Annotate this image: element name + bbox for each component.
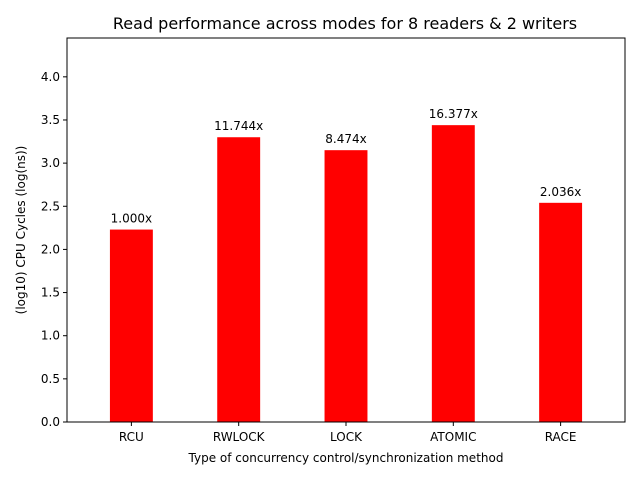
y-axis-label: (log10) CPU Cycles (log(ns)) xyxy=(14,146,28,315)
x-axis-label: Type of concurrency control/synchronizat… xyxy=(188,451,504,465)
bar-value-label: 16.377x xyxy=(429,107,478,121)
y-axis: 0.0 0.5 1.0 1.5 2.0 2.5 3.0 3.5 4.0 xyxy=(41,70,67,429)
x-tick-label: RCU xyxy=(119,430,144,444)
bar-value-label: 11.744x xyxy=(214,119,263,133)
y-tick-label: 1.5 xyxy=(41,286,60,300)
x-tick-label: RACE xyxy=(545,430,577,444)
bar-value-label: 1.000x xyxy=(111,212,152,226)
bar-race xyxy=(539,202,583,422)
bar-lock xyxy=(324,150,368,422)
bar-rwlock xyxy=(217,137,261,422)
x-tick-label: RWLOCK xyxy=(213,430,266,444)
x-tick-label: LOCK xyxy=(330,430,363,444)
x-tick-label: ATOMIC xyxy=(430,430,476,444)
bar-labels-group: 1.000x 11.744x 8.474x 16.377x 2.036x xyxy=(111,107,582,225)
plot-frame xyxy=(66,37,626,423)
y-tick-label: 2.5 xyxy=(41,199,60,213)
y-tick-label: 0.0 xyxy=(41,415,60,429)
x-axis: RCU RWLOCK LOCK ATOMIC RACE xyxy=(119,422,577,444)
bar-value-label: 2.036x xyxy=(540,185,581,199)
y-tick-label: 3.0 xyxy=(41,156,60,170)
y-tick-label: 2.0 xyxy=(41,242,60,256)
y-tick-label: 1.0 xyxy=(41,329,60,343)
y-tick-label: 0.5 xyxy=(41,372,60,386)
bar-rcu xyxy=(109,229,153,422)
bar-atomic xyxy=(431,125,475,422)
bars-group xyxy=(109,125,583,422)
y-tick-label: 4.0 xyxy=(41,70,60,84)
y-tick-label: 3.5 xyxy=(41,113,60,127)
bar-value-label: 8.474x xyxy=(325,132,366,146)
chart-title: Read performance across modes for 8 read… xyxy=(113,14,577,33)
